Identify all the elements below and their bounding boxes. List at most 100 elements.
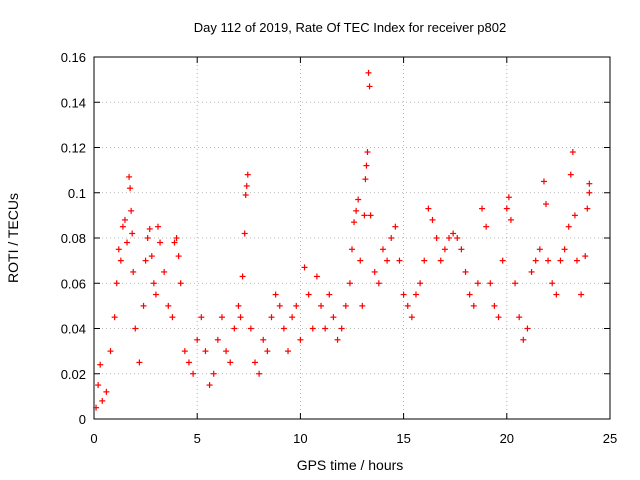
data-point — [175, 253, 182, 260]
plot-frame — [93, 56, 611, 420]
data-point — [446, 235, 453, 241]
data-point — [115, 246, 122, 253]
data-point — [190, 370, 197, 377]
data-point — [567, 171, 574, 178]
data-point — [408, 314, 415, 321]
data-point — [466, 291, 473, 298]
data-point — [362, 176, 369, 183]
data-point — [505, 194, 512, 201]
data-point — [573, 257, 580, 264]
data-point — [326, 291, 333, 298]
data-point — [425, 205, 432, 212]
data-point — [121, 216, 128, 223]
data-point — [433, 235, 440, 241]
data-point — [491, 302, 498, 309]
data-point — [462, 268, 469, 275]
x-tick-label: 5 — [194, 431, 201, 446]
data-point — [289, 314, 296, 321]
data-point — [586, 189, 593, 196]
data-point — [95, 382, 102, 389]
x-tick-label: 0 — [90, 431, 97, 446]
y-tick-label: 0.14 — [61, 95, 86, 110]
data-point — [565, 223, 572, 230]
data-point — [357, 257, 364, 264]
y-tick-label: 0.08 — [61, 231, 86, 246]
data-point — [363, 162, 370, 169]
data-point — [244, 171, 251, 178]
y-tick-label: 0.04 — [61, 322, 86, 337]
data-point — [235, 302, 242, 309]
y-axis-label: ROTI / TECUs — [5, 193, 21, 283]
data-point — [458, 246, 465, 253]
axis-ticks — [93, 56, 611, 420]
data-point — [103, 388, 110, 395]
data-point — [210, 370, 217, 377]
data-point — [130, 268, 137, 275]
data-point — [126, 173, 133, 180]
data-point — [297, 336, 304, 343]
x-tick-label: 20 — [500, 431, 514, 446]
data-point — [93, 404, 100, 411]
data-point — [364, 149, 371, 156]
data-point — [132, 325, 139, 332]
data-point — [227, 359, 234, 366]
data-point — [97, 361, 104, 368]
data-point — [154, 223, 161, 230]
data-point — [124, 239, 131, 246]
data-point — [392, 223, 399, 230]
grid-lines — [94, 57, 610, 419]
data-point — [338, 325, 345, 332]
data-point — [379, 246, 386, 253]
data-point — [144, 235, 151, 241]
y-tick-label: 0.02 — [61, 367, 86, 382]
data-point — [365, 69, 372, 76]
data-point — [185, 359, 192, 366]
data-point — [202, 348, 209, 355]
data-point — [169, 314, 176, 321]
data-point — [578, 291, 585, 298]
data-point — [150, 280, 157, 287]
data-point — [313, 273, 320, 280]
data-point — [545, 257, 552, 264]
data-point — [417, 280, 424, 287]
data-point — [479, 205, 486, 212]
data-point — [487, 280, 494, 287]
data-point — [152, 291, 159, 298]
data-point — [483, 223, 490, 230]
data-point — [140, 302, 147, 309]
data-point — [404, 302, 411, 309]
y-tick-label: 0 — [79, 412, 86, 427]
data-point — [237, 314, 244, 321]
data-point — [359, 302, 366, 309]
data-point — [214, 336, 221, 343]
data-point — [450, 230, 457, 237]
data-point — [119, 223, 126, 230]
data-point — [113, 280, 120, 287]
data-point — [361, 212, 368, 219]
data-point — [256, 370, 263, 377]
data-point — [549, 280, 556, 287]
data-point — [371, 268, 378, 275]
data-point — [173, 235, 180, 241]
data-point — [375, 280, 382, 287]
data-point — [322, 325, 329, 332]
data-point — [157, 239, 164, 246]
data-point — [194, 336, 201, 343]
data-points — [93, 69, 593, 411]
data-point — [584, 205, 591, 212]
data-point — [181, 348, 188, 355]
data-point — [301, 264, 308, 271]
data-point — [454, 235, 461, 241]
data-point — [142, 257, 149, 264]
data-point — [260, 336, 267, 343]
data-point — [272, 291, 279, 298]
data-point — [421, 257, 428, 264]
data-point — [218, 314, 225, 321]
data-point — [355, 196, 362, 203]
data-point — [239, 273, 246, 280]
data-point — [127, 185, 134, 192]
data-point — [524, 325, 531, 332]
data-point — [582, 253, 589, 260]
data-point — [268, 314, 275, 321]
